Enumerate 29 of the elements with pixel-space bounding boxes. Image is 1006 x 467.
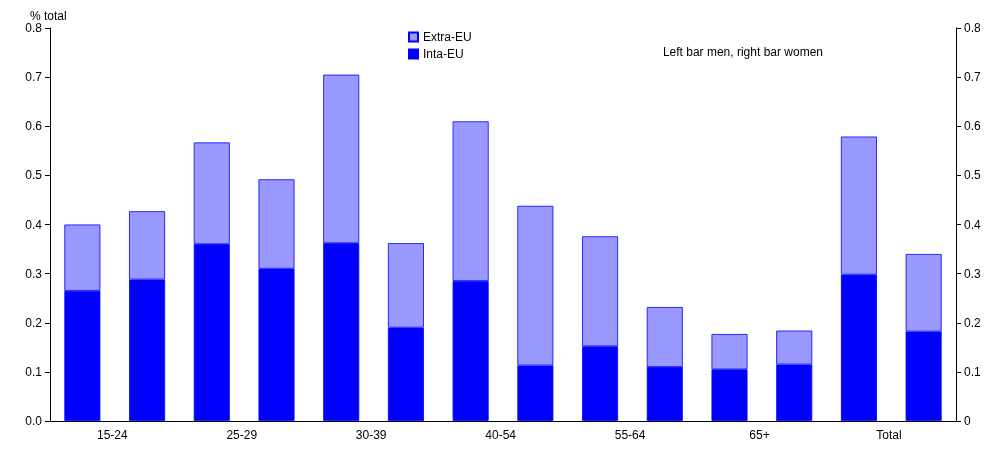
y-tick-label: 0.3 <box>25 266 43 281</box>
x-tick-label: 15-24 <box>97 428 129 442</box>
y-tick-label: 0.8 <box>25 21 43 35</box>
y-tick-label: 0.7 <box>25 70 43 85</box>
y2-tick-label: 0 <box>964 414 971 428</box>
x-tick-label: Total <box>876 428 902 442</box>
y2-tick-label: 0.2 <box>964 315 982 330</box>
legend-label: Extra-EU <box>423 30 472 44</box>
y-tick-label: 0.2 <box>25 315 43 330</box>
y-tick-label: 0.1 <box>25 364 43 379</box>
y2-tick-label: 0.6 <box>964 119 982 134</box>
y2-tick-label: 0.8 <box>964 21 982 35</box>
y2-tick-label: 0.7 <box>964 70 982 85</box>
annotation: Left bar men, right bar women <box>662 45 823 59</box>
y2-tick-label: 0.4 <box>964 217 982 232</box>
x-tick-label: 40-54 <box>485 428 517 442</box>
y-tick-label: 0.6 <box>25 119 43 134</box>
y2-tick-label: 0.5 <box>964 168 982 183</box>
x-tick-label: 55-64 <box>614 428 646 442</box>
y-axis-title: % total <box>30 9 67 23</box>
y-tick-label: 0.5 <box>25 168 43 183</box>
legend-label: Inta-EU <box>423 47 464 61</box>
x-tick-label: 65+ <box>749 428 770 442</box>
y-tick-label: 0.4 <box>25 217 43 232</box>
x-tick-label: 25-29 <box>226 428 258 442</box>
y-tick-label: 0.0 <box>25 414 43 428</box>
y2-tick-label: 0.3 <box>964 266 982 281</box>
y2-tick-label: 0.1 <box>964 364 982 379</box>
x-tick-label: 30-39 <box>355 428 387 442</box>
